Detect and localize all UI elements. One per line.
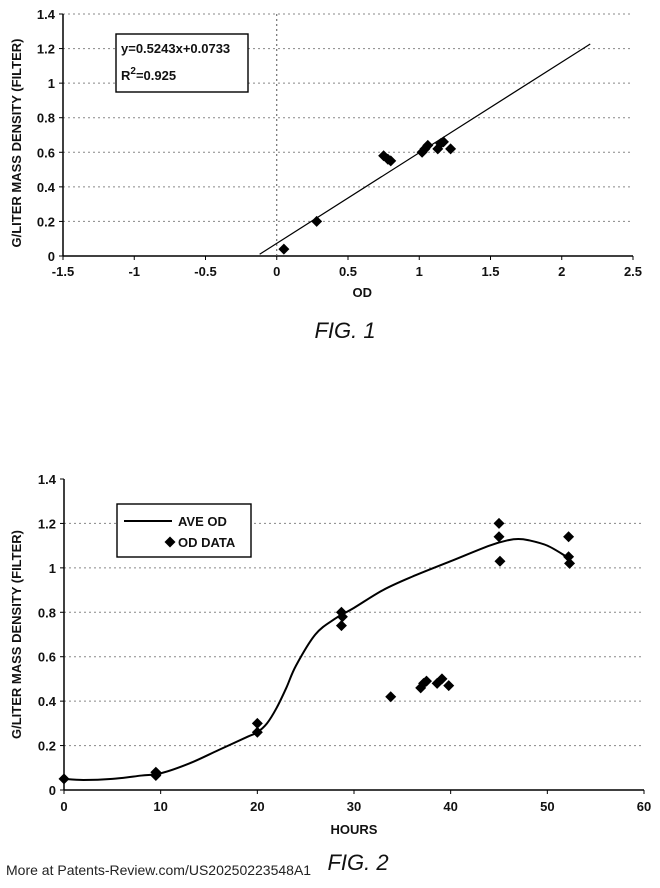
fig1-y-tick-label: 0.2 bbox=[37, 214, 55, 229]
fig2-x-tick-label: 30 bbox=[347, 799, 361, 814]
fig1-x-tick-label: 0 bbox=[273, 264, 280, 279]
fig1-y-tick-label: 1 bbox=[48, 76, 55, 91]
fig1-r-squared-text: R2=0.925 bbox=[121, 66, 176, 83]
fig1-y-axis-label: G/LITER MASS DENSITY (FILTER) bbox=[9, 39, 24, 248]
fig1-chart: 0 0.2 0.4 0.6 0.8 1 1.2 1.4 -1.5 -1 -0.5 0 0.5 1 1.5 2 2… bbox=[9, 7, 642, 343]
fig2-od-data-point bbox=[494, 556, 505, 567]
fig1-x-tick-label: 2 bbox=[558, 264, 565, 279]
fig2-od-data-point bbox=[563, 531, 574, 542]
fig2-y-tick-label: 0.6 bbox=[38, 650, 56, 665]
fig2-od-data-point bbox=[443, 680, 454, 691]
fig1-y-tick-label: 1.2 bbox=[37, 42, 55, 57]
fig2-y-tick-label: 0.2 bbox=[38, 739, 56, 754]
fig1-x-tick-label: -0.5 bbox=[194, 264, 216, 279]
footer-source-text[interactable]: More at Patents-Review.com/US20250223548… bbox=[6, 862, 311, 878]
fig2-od-data-point bbox=[59, 773, 70, 784]
fig2-y-tick-label: 1 bbox=[49, 561, 56, 576]
fig2-legend-label-od-data: OD DATA bbox=[178, 535, 236, 550]
fig2-od-data-point bbox=[494, 518, 505, 529]
fig2-x-tick-label: 20 bbox=[250, 799, 264, 814]
fig2-od-data-point bbox=[336, 620, 347, 631]
fig2-chart: 0 0.2 0.4 0.6 0.8 1 1.2 1.4 0 10 20 30 40 50 60 HOURS G/… bbox=[9, 472, 651, 875]
fig2-x-axis-label: HOURS bbox=[331, 822, 378, 837]
fig2-x-tick-label: 40 bbox=[443, 799, 457, 814]
fig1-figure-label: FIG. 1 bbox=[314, 318, 375, 343]
fig2-y-tick-label: 0 bbox=[49, 783, 56, 798]
fig2-od-data-point bbox=[385, 691, 396, 702]
fig1-x-tick-label: -1 bbox=[128, 264, 140, 279]
fig2-ave-od-line bbox=[64, 539, 567, 780]
fig1-y-tick-label: 0 bbox=[48, 249, 55, 264]
fig1-y-tick-label: 0.8 bbox=[37, 111, 55, 126]
fig1-equation-text: y=0.5243x+0.0733 bbox=[121, 41, 230, 56]
fig1-y-tick-label: 1.4 bbox=[37, 7, 56, 22]
fig2-figure-label: FIG. 2 bbox=[327, 850, 388, 875]
fig2-y-tick-label: 1.2 bbox=[38, 516, 56, 531]
fig1-data-point bbox=[311, 216, 322, 227]
fig2-legend-label-ave-od: AVE OD bbox=[178, 514, 227, 529]
fig1-x-tick-label: -1.5 bbox=[52, 264, 74, 279]
fig1-y-tick-label: 0.4 bbox=[37, 180, 56, 195]
fig2-y-axis-label: G/LITER MASS DENSITY (FILTER) bbox=[9, 530, 24, 739]
fig2-x-tick-label: 0 bbox=[60, 799, 67, 814]
fig1-x-tick-label: 2.5 bbox=[624, 264, 642, 279]
fig1-y-tick-label: 0.6 bbox=[37, 145, 55, 160]
fig2-y-tick-label: 0.4 bbox=[38, 694, 57, 709]
fig2-od-data-point bbox=[564, 558, 575, 569]
fig1-x-axis-label: OD bbox=[353, 285, 373, 300]
fig2-y-tick-label: 0.8 bbox=[38, 605, 56, 620]
fig1-data-point bbox=[278, 244, 289, 255]
fig2-x-tick-label: 60 bbox=[637, 799, 651, 814]
fig1-x-tick-label: 1 bbox=[416, 264, 423, 279]
fig1-x-tick-label: 1.5 bbox=[481, 264, 499, 279]
fig1-x-tick-label: 0.5 bbox=[339, 264, 357, 279]
fig2-x-tick-label: 10 bbox=[153, 799, 167, 814]
fig2-y-tick-label: 1.4 bbox=[38, 472, 57, 487]
fig2-x-tick-label: 50 bbox=[540, 799, 554, 814]
